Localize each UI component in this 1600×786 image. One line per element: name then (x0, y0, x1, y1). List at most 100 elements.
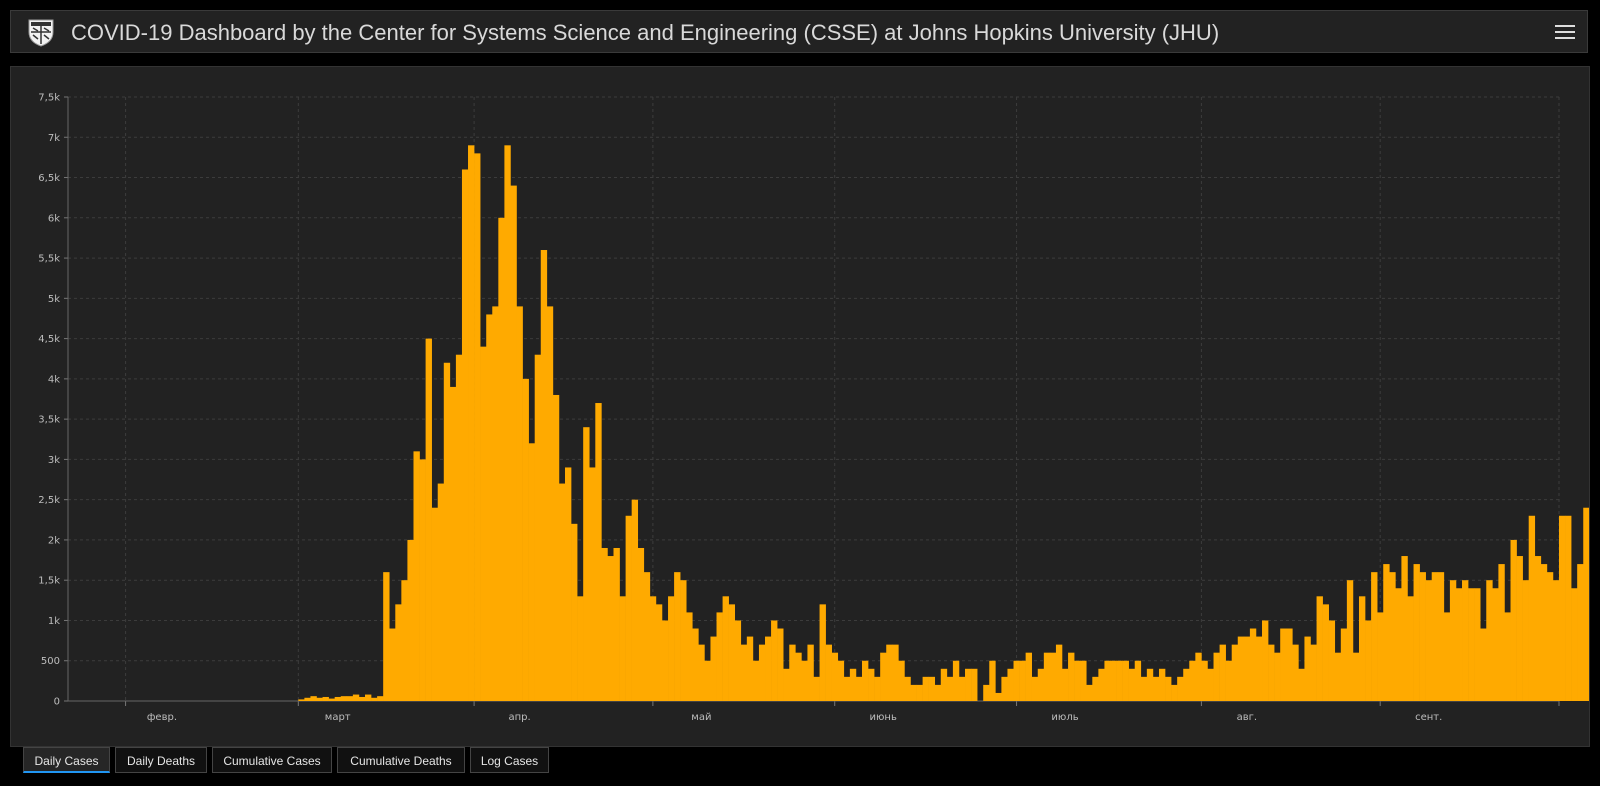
bar (371, 697, 378, 701)
bar (777, 628, 784, 701)
bar (1201, 660, 1208, 701)
bar (1298, 668, 1305, 701)
bar (613, 547, 620, 701)
bar (1280, 628, 1287, 701)
bar (698, 644, 705, 701)
bar (934, 684, 942, 701)
bar (1183, 668, 1190, 701)
bar (940, 668, 948, 701)
bar (510, 185, 517, 702)
bar (928, 676, 936, 701)
tab-daily-cases[interactable]: Daily Cases (23, 747, 110, 773)
bar (910, 684, 917, 701)
bar (965, 668, 972, 701)
bar (377, 696, 384, 701)
bar (1080, 660, 1087, 701)
bar (401, 580, 408, 701)
bar (904, 676, 911, 701)
bar (880, 652, 887, 701)
bar (1316, 596, 1323, 701)
bar (783, 668, 790, 701)
bar (898, 660, 905, 701)
bar (704, 660, 711, 701)
bar (655, 604, 663, 701)
bar (1268, 644, 1275, 701)
bar (849, 668, 857, 701)
tab-cumulative-cases[interactable]: Cumulative Cases (212, 747, 332, 773)
bar (1213, 652, 1220, 701)
hamburger-menu-icon[interactable] (1555, 22, 1575, 42)
tab-log-cases[interactable]: Log Cases (470, 747, 549, 773)
bar (1092, 676, 1099, 701)
x-tick-label: апр. (508, 712, 530, 723)
bar (328, 698, 335, 701)
bar (1413, 564, 1420, 701)
bar (1062, 668, 1069, 701)
bar (843, 676, 851, 701)
bar (868, 668, 875, 701)
bar (528, 443, 535, 701)
dashboard-header: COVID-19 Dashboard by the Center for Sys… (10, 10, 1588, 53)
y-tick-label: 2k (48, 535, 60, 546)
bar (1243, 636, 1251, 701)
tab-daily-deaths[interactable]: Daily Deaths (115, 747, 207, 773)
y-tick-label: 1k (48, 616, 60, 627)
bar (958, 676, 966, 701)
bar (1122, 660, 1129, 701)
bar (771, 620, 778, 701)
bar (1225, 660, 1233, 701)
bar (1419, 572, 1426, 701)
bar (728, 604, 736, 701)
bar (1377, 612, 1384, 701)
bar (577, 596, 584, 701)
bar (346, 696, 354, 701)
bar (983, 684, 990, 701)
bar (1346, 580, 1354, 701)
bar (674, 572, 681, 701)
bar (407, 539, 414, 701)
bar (722, 596, 729, 701)
tab-cumulative-deaths[interactable]: Cumulative Deaths (337, 747, 465, 773)
bar (807, 644, 814, 701)
y-tick-label: 6,5k (38, 173, 60, 184)
bar (540, 250, 548, 701)
bar (734, 620, 742, 701)
x-tick-label: май (691, 712, 711, 723)
bar (298, 699, 305, 701)
bar (1449, 580, 1457, 701)
bar (383, 572, 390, 701)
bar (431, 507, 439, 701)
bar (334, 696, 342, 701)
bar (1037, 668, 1045, 701)
y-tick-label: 5k (48, 294, 60, 305)
bar (322, 696, 329, 701)
bar (625, 515, 632, 701)
bar (558, 483, 566, 701)
bar (1001, 676, 1008, 701)
bar (668, 596, 675, 701)
bar (1486, 580, 1493, 701)
bar (364, 694, 372, 701)
bar (1019, 660, 1026, 701)
bar (595, 403, 602, 701)
bar (455, 354, 463, 701)
y-tick-label: 7k (48, 133, 60, 144)
bar (1152, 676, 1160, 701)
bar (1407, 596, 1414, 701)
bar (1565, 515, 1572, 701)
bar (1431, 572, 1439, 701)
y-tick-label: 3,5k (38, 415, 60, 426)
bar (437, 483, 445, 701)
bar (1110, 660, 1117, 701)
bar (1140, 676, 1148, 701)
bar (716, 612, 723, 701)
bar (874, 676, 881, 701)
bar (1546, 572, 1554, 701)
bar (1074, 660, 1081, 701)
bar (1540, 564, 1548, 701)
bar (492, 306, 499, 701)
bar (710, 636, 717, 701)
bar (486, 314, 493, 701)
bar (310, 696, 317, 701)
bar (813, 676, 820, 701)
